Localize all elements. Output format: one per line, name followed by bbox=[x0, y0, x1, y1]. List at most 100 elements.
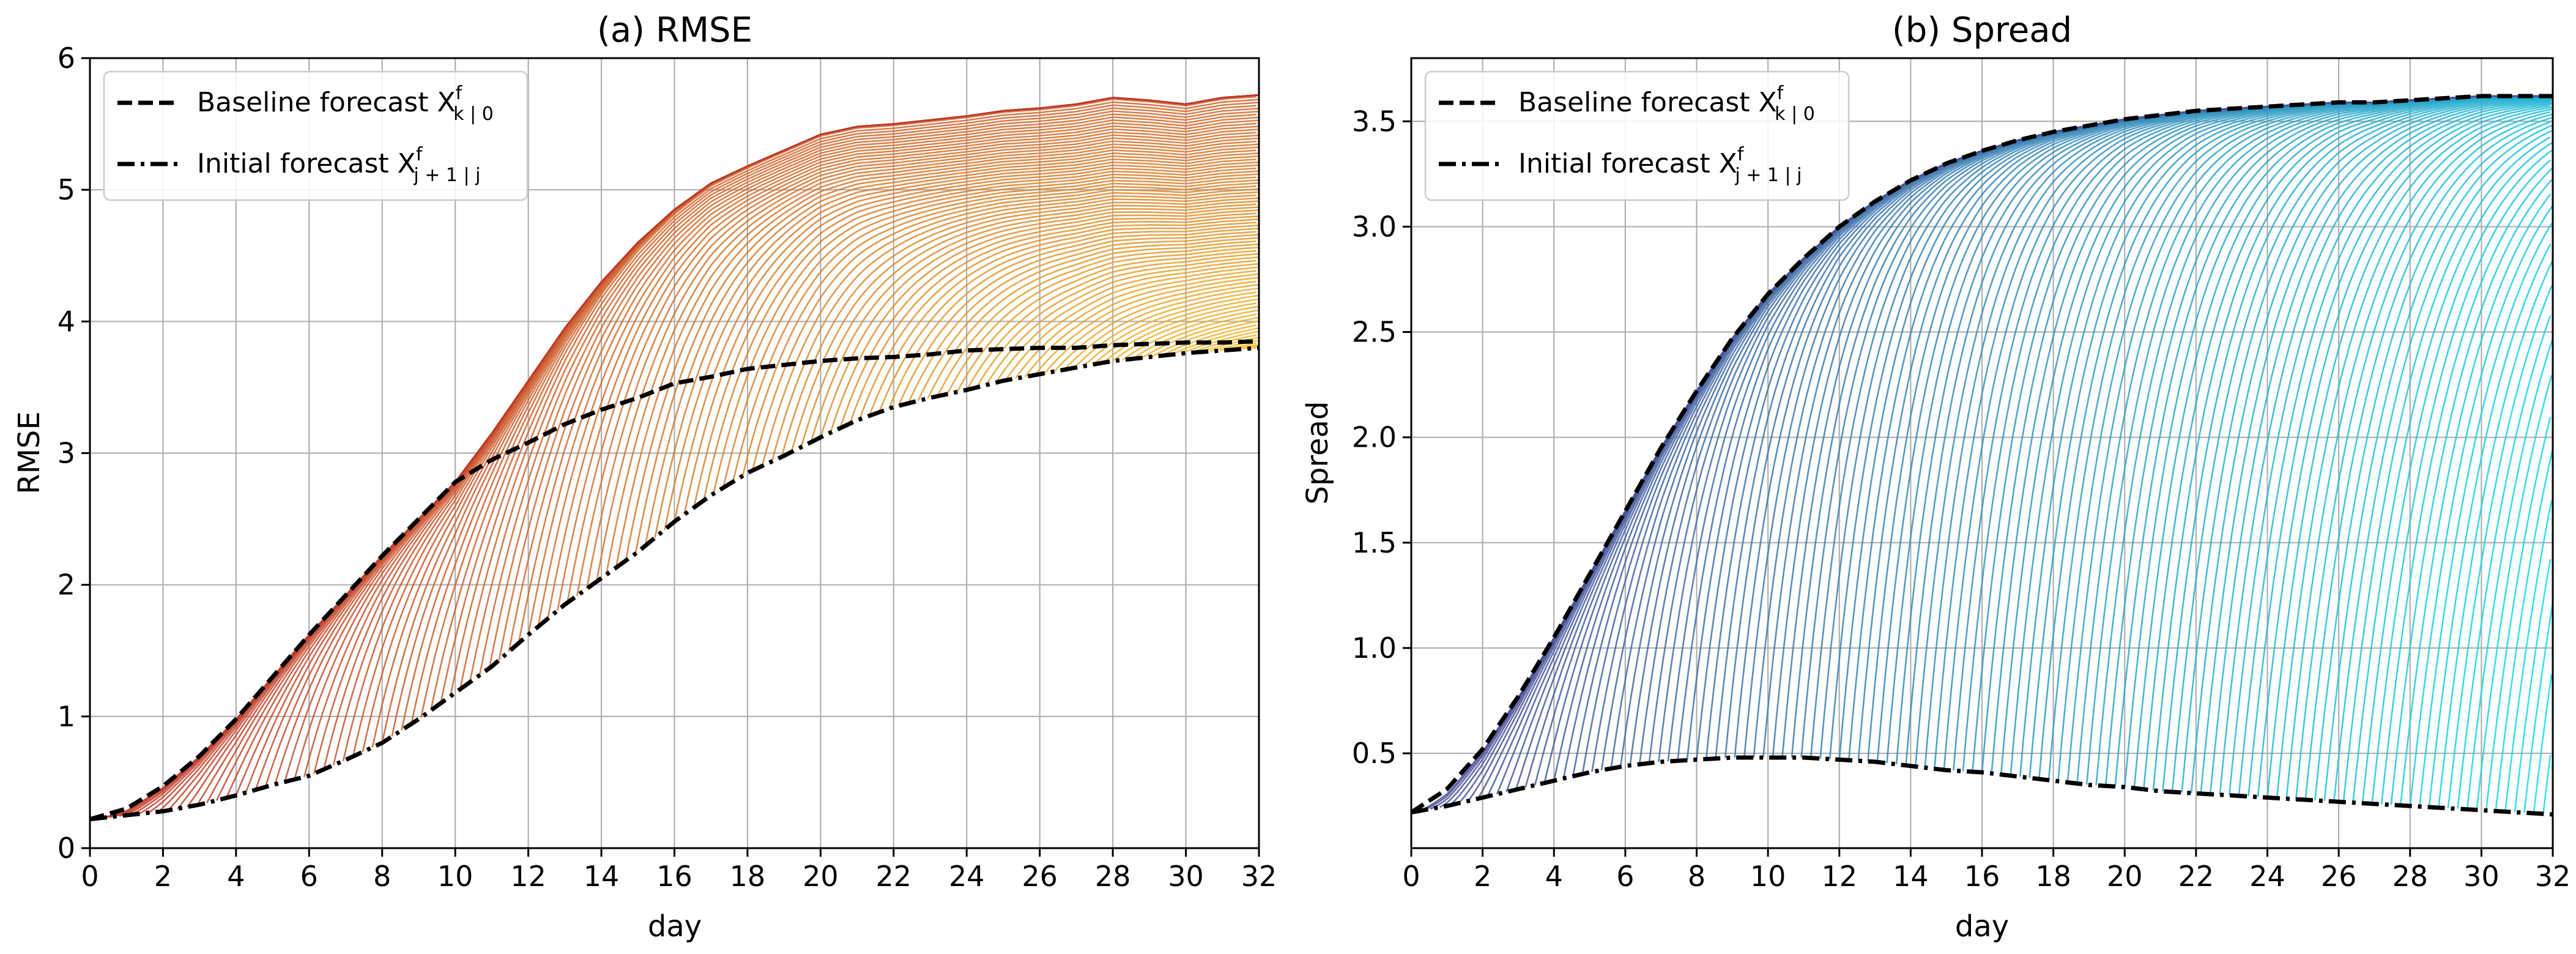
rmse-y-tick-label: 1 bbox=[58, 700, 75, 733]
rmse-forecast-line bbox=[1053, 283, 1260, 372]
spread-x-tick-label: 8 bbox=[1688, 860, 1706, 893]
spread-x-tick-label: 20 bbox=[2107, 860, 2143, 893]
spread-forecast-line bbox=[2495, 449, 2554, 811]
spread-forecast-line bbox=[2361, 149, 2552, 803]
rmse-forecast-line bbox=[848, 215, 1260, 424]
spread-forecast-line bbox=[2371, 159, 2551, 804]
spread-forecast-line bbox=[2542, 755, 2552, 814]
rmse-x-tick-label: 30 bbox=[1168, 860, 1204, 893]
rmse-y-ticks: 0 1 2 3 4 5 6 bbox=[58, 42, 90, 865]
spread-forecast-line bbox=[2285, 111, 2551, 799]
spread-y-tick-label: 3.0 bbox=[1352, 210, 1397, 243]
rmse-forecast-line bbox=[732, 179, 1260, 482]
spread-forecast-line bbox=[2504, 500, 2553, 812]
spread-forecast-line bbox=[2342, 136, 2551, 802]
rmse-forecast-line bbox=[917, 237, 1258, 401]
rmse-forecast-line bbox=[527, 116, 1260, 635]
rmse-panel: (a) RMSE 0 2 4 6 8 10 12 14 16 18 20 22 24 26 28 30 32 0… bbox=[12, 10, 1277, 944]
rmse-forecast-line bbox=[459, 95, 1257, 690]
spread-forecast-line bbox=[2219, 100, 2552, 795]
spread-forecast-line bbox=[2295, 113, 2553, 800]
rmse-forecast-line bbox=[1014, 270, 1257, 379]
rmse-forecast-line bbox=[858, 218, 1258, 420]
rmse-forecast-line bbox=[683, 164, 1258, 515]
spread-x-tick-label: 10 bbox=[1750, 860, 1786, 893]
spread-forecast-line bbox=[2352, 141, 2553, 803]
rmse-forecast-line bbox=[907, 234, 1260, 404]
rmse-x-tick-label: 4 bbox=[227, 860, 245, 893]
spread-forecast-line bbox=[2419, 223, 2553, 807]
spread-forecast-line bbox=[2466, 338, 2554, 810]
rmse-x-tick-label: 20 bbox=[803, 860, 839, 893]
spread-y-tick-label: 0.5 bbox=[1352, 737, 1397, 770]
rmse-x-tick-label: 6 bbox=[300, 860, 318, 893]
rmse-forecast-line bbox=[674, 161, 1260, 522]
rmse-y-tick-label: 5 bbox=[58, 173, 75, 206]
spread-forecast-line bbox=[2190, 98, 2552, 794]
spread-x-tick-label: 28 bbox=[2392, 860, 2428, 893]
spread-forecast-line bbox=[2476, 375, 2553, 810]
rmse-forecast-line bbox=[741, 182, 1258, 477]
rmse-forecast-line bbox=[1171, 327, 1260, 356]
rmse-forecast-line bbox=[927, 240, 1257, 399]
rmse-forecast-line bbox=[537, 119, 1258, 627]
rmse-x-tick-label: 28 bbox=[1095, 860, 1131, 893]
rmse-forecast-line bbox=[576, 132, 1257, 596]
spread-x-tick-label: 30 bbox=[2463, 860, 2500, 893]
spread-y-ticks: 0.5 1.0 1.5 2.0 2.5 3.0 3.5 bbox=[1352, 105, 1411, 770]
rmse-forecast-line bbox=[1141, 316, 1260, 359]
spread-x-tick-label: 26 bbox=[2321, 860, 2357, 893]
spread-forecast-line bbox=[2076, 95, 2552, 784]
rmse-forecast-line bbox=[888, 228, 1258, 409]
spread-legend-initial-label: Initial forecast Xf j + 1 | j bbox=[1518, 144, 1802, 186]
spread-forecast-line bbox=[2238, 102, 2553, 796]
rmse-forecast-line bbox=[1161, 324, 1257, 357]
spread-forecast-line bbox=[2399, 193, 2552, 806]
rmse-forecast-line bbox=[946, 247, 1258, 395]
rmse-forecast-line bbox=[1063, 287, 1258, 371]
rmse-forecast-line bbox=[478, 102, 1258, 676]
spread-legend-box bbox=[1424, 70, 1850, 201]
rmse-x-tick-label: 8 bbox=[373, 860, 391, 893]
rmse-forecast-line bbox=[985, 259, 1257, 386]
rmse-forecast-line bbox=[566, 129, 1258, 603]
spread-forecast-line bbox=[2409, 204, 2554, 807]
spread-forecast-line bbox=[2200, 99, 2551, 794]
rmse-forecast-line bbox=[761, 188, 1260, 466]
spread-y-tick-label: 1.0 bbox=[1352, 632, 1397, 665]
rmse-forecast-line bbox=[1024, 273, 1260, 378]
spread-forecast-line bbox=[1943, 95, 2551, 770]
rmse-forecast-line bbox=[693, 167, 1257, 508]
spread-forecast-line bbox=[2533, 674, 2553, 814]
rmse-forecast-line bbox=[664, 158, 1257, 530]
rmse-forecast-line bbox=[800, 200, 1258, 448]
rmse-forecast-line bbox=[868, 222, 1257, 416]
rmse-legend-initial-label: Initial forecast Xf j + 1 | j bbox=[197, 144, 481, 186]
rmse-forecast-line bbox=[654, 155, 1258, 538]
spread-forecast-line bbox=[2457, 315, 2552, 809]
rmse-forecast-line bbox=[557, 125, 1260, 611]
rmse-forecast-line bbox=[976, 256, 1258, 388]
rmse-x-tick-label: 24 bbox=[949, 860, 985, 893]
rmse-forecast-line bbox=[995, 263, 1260, 383]
spread-x-tick-label: 24 bbox=[2249, 860, 2285, 893]
spread-forecast-line bbox=[2314, 121, 2551, 801]
rmse-forecast-line bbox=[1034, 277, 1258, 376]
rmse-forecast-line bbox=[508, 110, 1258, 652]
rmse-forecast-line bbox=[830, 209, 1258, 433]
rmse-forecast-line bbox=[585, 134, 1260, 589]
spread-x-tick-label: 4 bbox=[1545, 860, 1563, 893]
spread-forecast-line bbox=[2057, 95, 2551, 781]
spread-forecast-line bbox=[2390, 179, 2553, 805]
spread-forecast-line bbox=[2428, 244, 2552, 808]
rmse-x-tick-label: 18 bbox=[730, 860, 766, 893]
rmse-x-tick-label: 16 bbox=[656, 860, 692, 893]
rmse-forecast-line bbox=[595, 137, 1258, 582]
rmse-forecast-line bbox=[488, 105, 1257, 669]
rmse-forecast-line bbox=[703, 170, 1260, 501]
rmse-forecast-line bbox=[1004, 266, 1258, 381]
spread-x-ticks: 0 2 4 6 8 10 12 14 16 18 20 22 24 26 28 30 32 bbox=[1402, 848, 2570, 893]
spread-y-tick-label: 2.5 bbox=[1352, 316, 1397, 349]
rmse-forecast-line bbox=[634, 149, 1257, 554]
rmse-x-tick-label: 0 bbox=[81, 860, 98, 893]
